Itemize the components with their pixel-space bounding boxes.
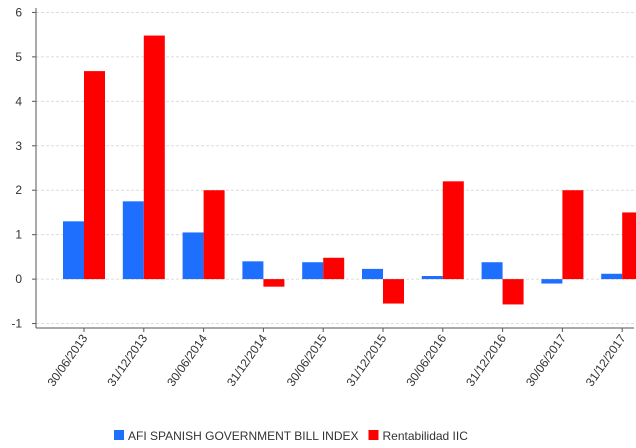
bar-rentabilidad-iic bbox=[263, 279, 285, 287]
bars bbox=[63, 35, 636, 305]
x-tick-label: 31/12/2016 bbox=[463, 331, 509, 388]
bar-afi-index bbox=[601, 273, 623, 280]
bar-rentabilidad-iic bbox=[502, 279, 524, 305]
x-tick-label: 31/12/2014 bbox=[224, 331, 270, 388]
y-tick-label: 3 bbox=[15, 139, 22, 153]
x-tick-label: 31/12/2013 bbox=[104, 331, 150, 388]
y-tick-label: 4 bbox=[15, 94, 22, 108]
y-tick-label: -1 bbox=[11, 317, 22, 331]
y-tick-label: 2 bbox=[15, 183, 22, 197]
bar-afi-index bbox=[182, 232, 204, 280]
bar-rentabilidad-iic bbox=[442, 181, 464, 280]
x-tick-label: 31/12/2015 bbox=[344, 331, 390, 388]
y-tick-label: 6 bbox=[15, 5, 22, 19]
bar-rentabilidad-iic bbox=[383, 279, 404, 304]
y-tick-label: 0 bbox=[15, 272, 22, 286]
x-tick-label: 30/06/2013 bbox=[45, 331, 91, 388]
bar-afi-index bbox=[421, 276, 443, 280]
bar-afi-index bbox=[362, 268, 383, 280]
x-tick-label: 31/12/2017 bbox=[583, 331, 629, 388]
bar-afi-index bbox=[541, 279, 563, 284]
bar-rentabilidad-iic bbox=[143, 35, 165, 280]
legend-label: Rentabilidad IIC bbox=[383, 429, 469, 443]
x-tick-label: 30/06/2016 bbox=[403, 331, 449, 388]
bar-afi-index bbox=[242, 261, 264, 280]
legend: AFI SPANISH GOVERNMENT BILL INDEX Rentabi… bbox=[114, 429, 468, 443]
bar-afi-index bbox=[63, 221, 84, 280]
legend-label: AFI SPANISH GOVERNMENT BILL INDEX bbox=[128, 429, 359, 443]
bar-afi-index bbox=[481, 262, 503, 280]
legend-swatch bbox=[368, 430, 379, 440]
bar-rentabilidad-iic bbox=[622, 212, 636, 280]
bar-rentabilidad-iic bbox=[203, 190, 225, 280]
bar-afi-index bbox=[122, 201, 144, 280]
x-tick-label: 30/06/2015 bbox=[284, 331, 330, 388]
x-tick-label: 30/06/2014 bbox=[164, 331, 210, 388]
x-tick-label: 30/06/2017 bbox=[523, 331, 569, 388]
x-axis-ticks: 30/06/2013 31/12/2013 30/06/2014 31/12/2014… bbox=[45, 328, 629, 389]
y-tick-label: 5 bbox=[15, 50, 22, 64]
bar-rentabilidad-iic bbox=[323, 257, 345, 280]
bar-afi-index bbox=[302, 262, 324, 280]
bar-rentabilidad-iic bbox=[84, 71, 105, 280]
legend-swatch bbox=[114, 430, 124, 440]
y-axis-ticks: -1 0 1 2 3 4 5 6 bbox=[11, 5, 36, 331]
y-tick-label: 1 bbox=[15, 228, 22, 242]
bar-rentabilidad-iic bbox=[562, 190, 584, 280]
